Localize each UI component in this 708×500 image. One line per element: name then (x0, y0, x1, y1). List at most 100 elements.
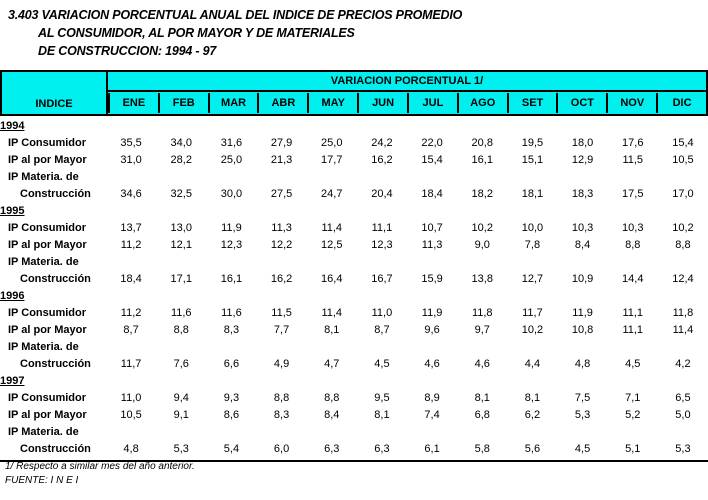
year-label-1994: 1994 (0, 120, 25, 132)
value-cell: 10,3 (622, 222, 644, 234)
month-header-may: MAY (307, 93, 357, 113)
value-cell: 4,5 (625, 358, 641, 370)
value-cell: 16,2 (371, 154, 393, 166)
value-cell: 11,4 (321, 307, 343, 319)
indice-header: INDICE (2, 72, 108, 114)
value-cell: 13,7 (120, 222, 142, 234)
month-header-feb: FEB (157, 93, 208, 113)
value-cell: 11,6 (170, 307, 192, 319)
value-cell: 8,4 (574, 239, 591, 251)
value-cell: 8,8 (273, 392, 290, 404)
value-cell: 11,9 (572, 307, 593, 319)
value-cell: 11,5 (271, 307, 292, 319)
value-cell: 34,6 (120, 188, 142, 200)
value-cell: 5,2 (625, 409, 641, 421)
value-cell: 8,6 (223, 409, 240, 421)
year-row: 1995 (0, 203, 708, 220)
value-cell: 8,3 (273, 409, 290, 421)
row-label: IP Consumidor (8, 307, 87, 319)
table-row: IP al por Mayor 11,2 12,1 12,3 12,2 12,5 12,3 1… (0, 237, 708, 254)
row-label: IP Consumidor (8, 222, 87, 234)
title-line-2: AL CONSUMIDOR, AL POR MAYOR Y DE MATERIA… (38, 26, 355, 40)
table-footnotes: 1/ Respecto a similar mes del año anteri… (5, 460, 195, 488)
table-row: Construcción 34,6 32,5 30,0 27,5 24,7 20,4 18,4… (0, 186, 708, 203)
value-cell: 34,0 (170, 137, 192, 149)
value-cell: 32,5 (170, 188, 192, 200)
value-cell: 10,3 (571, 222, 594, 234)
value-cell: 24,7 (321, 188, 343, 200)
value-cell: 15,4 (672, 137, 694, 149)
title-line-1: 3.403 VARIACION PORCENTUAL ANUAL DEL IND… (8, 8, 463, 22)
value-cell: 8,1 (524, 392, 541, 404)
value-cell: 12,3 (371, 239, 393, 251)
value-cell: 15,4 (421, 154, 443, 166)
row-label: IP Consumidor (8, 137, 87, 149)
table-row: IP Consumidor 11,2 11,6 11,6 11,5 11,4 11,0 11,… (0, 305, 708, 322)
value-cell: 6,5 (675, 392, 691, 404)
value-cell: 25,0 (321, 137, 343, 149)
value-cell: 25,0 (220, 154, 243, 166)
value-cell: 10,5 (672, 154, 694, 166)
row-label: Construcción (20, 358, 91, 370)
value-cell: 11,2 (120, 239, 142, 251)
value-cell: 11,3 (421, 239, 443, 251)
table-header: INDICE VARIACION PORCENTUAL 1/ ENE FEB MAR… (0, 70, 708, 116)
row-label: IP al por Mayor (8, 409, 87, 421)
value-cell: 11,6 (221, 307, 242, 319)
value-cell: 6,3 (374, 443, 390, 455)
value-cell: 7,8 (524, 239, 541, 251)
value-cell: 7,4 (424, 409, 440, 421)
value-cell: 11,4 (672, 324, 694, 336)
value-cell: 20,8 (471, 137, 493, 149)
value-cell: 6,3 (324, 443, 340, 455)
value-cell: 16,2 (270, 273, 293, 285)
value-cell: 5,3 (675, 443, 691, 455)
value-cell: 4,7 (324, 358, 340, 370)
row-label: IP al por Mayor (8, 239, 87, 251)
value-cell: 12,7 (521, 273, 544, 285)
value-cell: 11,0 (371, 307, 393, 319)
year-label-1996: 1996 (0, 290, 25, 302)
value-cell: 4,9 (273, 358, 290, 370)
value-cell: 12,9 (571, 154, 594, 166)
value-cell: 4,8 (574, 358, 591, 370)
month-header-nov: NOV (606, 93, 656, 113)
value-cell: 4,2 (675, 358, 691, 370)
value-cell: 12,1 (170, 239, 192, 251)
value-cell: 27,5 (270, 188, 293, 200)
value-cell: 17,6 (622, 137, 644, 149)
value-cell: 14,4 (622, 273, 644, 285)
value-cell: 6,2 (524, 409, 541, 421)
value-cell: 4,6 (424, 358, 440, 370)
value-cell: 24,2 (371, 137, 393, 149)
value-cell: 7,5 (574, 392, 591, 404)
value-cell: 11,1 (622, 307, 644, 319)
value-cell: 18,0 (571, 137, 594, 149)
value-cell: 31,0 (120, 154, 142, 166)
row-label: IP Materia. de (8, 256, 79, 268)
value-cell: 10,2 (471, 222, 493, 234)
table-row: IP al por Mayor 10,5 9,1 8,6 8,3 8,4 8,1 7,4 6,8… (0, 407, 708, 424)
value-cell: 18,2 (471, 188, 493, 200)
title-line-3: DE CONSTRUCCION: 1994 - 97 (38, 44, 217, 58)
value-cell: 10,8 (571, 324, 594, 336)
value-cell: 11,7 (120, 358, 142, 370)
value-cell: 11,3 (271, 222, 292, 234)
value-cell: 11,9 (421, 307, 443, 319)
value-cell: 8,7 (374, 324, 390, 336)
group-header: VARIACION PORCENTUAL 1/ (108, 72, 706, 92)
value-cell: 8,1 (324, 324, 340, 336)
value-cell: 5,0 (675, 409, 691, 421)
value-cell: 10,9 (571, 273, 594, 285)
value-cell: 13,8 (471, 273, 493, 285)
month-header-jun: JUN (357, 93, 407, 113)
value-cell: 7,7 (273, 324, 290, 336)
month-header-oct: OCT (556, 93, 606, 113)
value-cell: 30,0 (220, 188, 243, 200)
value-cell: 9,1 (173, 409, 189, 421)
value-cell: 4,8 (123, 443, 139, 455)
value-cell: 18,4 (421, 188, 443, 200)
row-label: IP al por Mayor (8, 154, 87, 166)
value-cell: 15,9 (421, 273, 443, 285)
value-cell: 13,0 (170, 222, 192, 234)
